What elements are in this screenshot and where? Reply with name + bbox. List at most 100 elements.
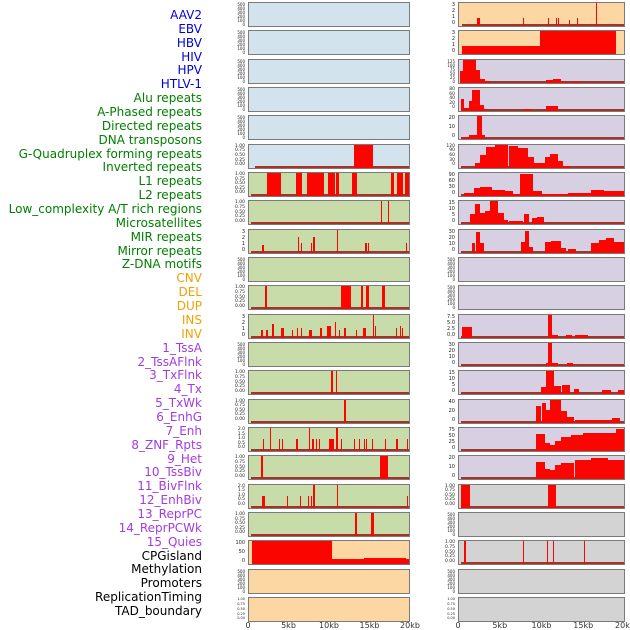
data-segment <box>252 541 333 565</box>
y-tick-label: 0 <box>451 20 455 26</box>
track-row-9-het: 500 400 300 200 100 0 <box>0 285 630 311</box>
track-row-14-reprpcwk: 75 50 25 0 <box>0 426 630 452</box>
y-axis-ticks: 90 60 30 0 <box>414 172 456 197</box>
plot-box <box>248 115 410 141</box>
data-segment <box>315 439 317 451</box>
data-segment <box>332 559 365 565</box>
data-segment <box>541 193 568 196</box>
track-row-4-tx: 120 90 60 30 0 <box>0 143 630 169</box>
data-segment <box>532 217 538 225</box>
data-segment <box>385 439 387 451</box>
y-tick-label: 200 <box>237 42 245 48</box>
y-tick-label: 3 <box>241 228 245 235</box>
y-tick-label: 0.00 <box>234 218 245 224</box>
y-tick-label: 40 <box>448 398 455 405</box>
data-segment <box>399 326 401 338</box>
y-tick-label: 500 <box>237 341 245 347</box>
y-tick-label: 500 <box>237 115 245 121</box>
data-segment <box>544 468 551 480</box>
y-tick-label: 0.25 <box>237 611 245 616</box>
data-segment <box>361 286 364 310</box>
data-segment <box>364 558 406 565</box>
data-segment <box>473 188 481 196</box>
y-tick-label: 0.00 <box>234 162 245 168</box>
y-tick-label: 60 <box>449 91 455 97</box>
track-label-6-enhg: 6_EnhG <box>156 409 202 424</box>
data-segment <box>480 105 484 111</box>
y-tick-label: 0.00 <box>234 303 245 309</box>
y-tick-label: 100 <box>237 584 245 590</box>
y-axis-ticks: 500 400 300 200 100 0 <box>204 342 246 367</box>
data-segment <box>505 190 514 196</box>
y-tick-label: 0.50 <box>234 521 245 527</box>
y-tick-label: 10 <box>448 376 455 383</box>
data-segment <box>612 418 620 423</box>
plot-area <box>249 484 409 508</box>
data-segment <box>567 362 573 366</box>
data-segment <box>371 512 374 536</box>
y-axis-ticks: 500 400 300 200 100 0 <box>204 30 246 55</box>
data-segment <box>475 231 480 253</box>
plot-box <box>248 228 410 254</box>
y-tick-label: 7.5 <box>447 313 455 320</box>
y-tick-label: 20 <box>448 407 455 414</box>
plot-area <box>459 31 624 55</box>
data-segment <box>486 147 496 168</box>
plot-box <box>458 596 625 622</box>
y-tick-label: 100 <box>235 540 245 547</box>
data-segment <box>495 145 509 168</box>
data-segment <box>555 465 562 480</box>
y-tick-label: 30 <box>448 183 455 190</box>
track-row-hbv: 500 400 300 200 100 0 <box>0 58 630 84</box>
plot-area <box>459 88 624 111</box>
x-tick-label: 10kb <box>531 621 552 630</box>
data-segment <box>353 144 373 168</box>
y-axis-ticks: 100 50 0 <box>204 540 246 565</box>
track-label-dna-transposons: DNA transposons <box>98 132 203 147</box>
data-segment <box>612 190 624 196</box>
data-segment <box>460 484 471 508</box>
track-row-cnv: 100 50 0 <box>0 540 630 566</box>
y-tick-label: 1.00 <box>234 398 245 404</box>
track-label-promoters: Promoters <box>140 576 202 591</box>
track-label-alu-repeats: Alu repeats <box>133 91 202 106</box>
y-tick-label: 0 <box>242 106 245 112</box>
track-label-directed-repeats: Directed repeats <box>101 118 202 133</box>
data-segment <box>310 243 313 253</box>
y-tick-label: 1 <box>451 14 455 20</box>
y-tick-label: 200 <box>447 268 455 274</box>
plot-area <box>459 513 624 536</box>
plot-area <box>459 60 624 83</box>
data-segment <box>296 172 302 196</box>
y-tick-label: 0.00 <box>444 502 455 508</box>
track-label-hbv: HBV <box>176 35 202 50</box>
y-tick-label: 300 <box>237 123 245 129</box>
y-tick-label: 0.25 <box>234 525 245 531</box>
y-tick-label: 100 <box>237 46 245 52</box>
data-segment <box>574 419 613 423</box>
y-tick-label: 0.50 <box>234 294 245 300</box>
y-tick-label: 0 <box>242 135 245 141</box>
data-segment <box>524 213 530 225</box>
track-row-low-complexity-a-t-rich-regions: 1.00 0.75 0.50 0.25 0.00 <box>0 398 630 424</box>
plot-area <box>459 371 624 395</box>
y-tick-label: 300 <box>237 94 245 100</box>
y-tick-label: 0 <box>241 331 245 338</box>
x-tick-label: 0 <box>245 621 251 630</box>
x-tick-label: 15kb <box>573 621 594 630</box>
data-segment <box>406 243 408 253</box>
y-tick-label: 0.00 <box>234 190 245 196</box>
data-segment <box>528 157 535 168</box>
y-tick-label: 20 <box>448 115 455 122</box>
data-segment <box>601 389 611 395</box>
plot-box <box>248 370 410 396</box>
data-segment <box>534 163 545 168</box>
y-tick-label: 3 <box>451 30 455 37</box>
data-segment <box>582 433 600 451</box>
data-segment <box>525 230 530 253</box>
data-segment <box>552 541 555 565</box>
